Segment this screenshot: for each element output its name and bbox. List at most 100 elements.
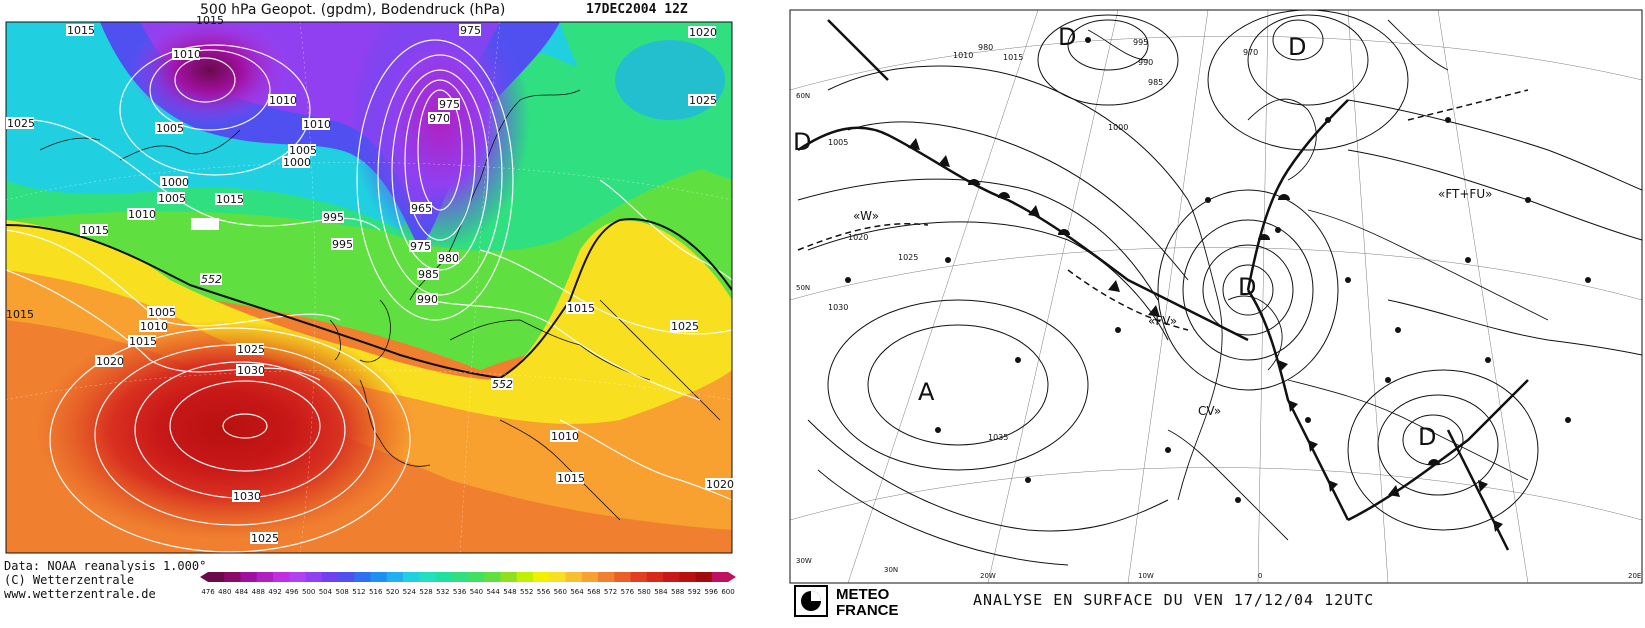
isobar-label: 975 bbox=[410, 240, 431, 253]
colorbar-tick-label: 488 bbox=[252, 588, 265, 596]
colorbar-tick-label: 476 bbox=[201, 588, 215, 596]
isobar-label: 1010 bbox=[140, 320, 168, 333]
isobar-label: 1005 bbox=[289, 144, 317, 157]
logo-line-1: METEO bbox=[836, 586, 890, 603]
map-date: 17DEC2004 12Z bbox=[586, 2, 688, 17]
isobar-label: 1015 bbox=[129, 335, 157, 348]
latitude-label: 30N bbox=[884, 566, 898, 574]
isobar-label: 995 bbox=[323, 211, 344, 224]
colorbar-swatch bbox=[516, 572, 534, 582]
longitude-label: 20W bbox=[980, 572, 996, 580]
isobar-label: 1010 bbox=[269, 94, 297, 107]
colorbar-swatch bbox=[484, 572, 501, 582]
colorbar-swatch bbox=[630, 572, 648, 582]
isobar-label: 1015 bbox=[557, 472, 585, 485]
low-pressure-label: D bbox=[1418, 423, 1436, 451]
isobar-label: 1015 bbox=[567, 302, 595, 315]
air-mass-label: «FV» bbox=[1148, 314, 1177, 328]
colorbar-tick-label: 588 bbox=[671, 588, 684, 596]
isobar-label: 995 bbox=[332, 238, 353, 251]
meteo-france-logo-icon bbox=[794, 585, 828, 617]
isobar-label: 1025 bbox=[898, 253, 918, 262]
logo-line-2: FRANCE bbox=[836, 602, 899, 619]
isobar-label: 1025 bbox=[251, 532, 279, 545]
colorbar-swatch bbox=[224, 572, 241, 582]
isobar-label: 552 bbox=[201, 273, 222, 286]
latitude-label: 60N bbox=[796, 92, 810, 100]
colorbar-tick-label: 568 bbox=[587, 588, 600, 596]
colorbar-swatch bbox=[451, 572, 469, 582]
isobar-label: 1005 bbox=[158, 192, 186, 205]
isobar-label: 995 bbox=[1133, 38, 1148, 47]
colorbar-swatch bbox=[663, 572, 680, 582]
colorbar-tick-label: 576 bbox=[621, 588, 635, 596]
colorbar-tick-label: 484 bbox=[235, 588, 249, 596]
isobar-label: 1015 bbox=[1003, 53, 1023, 62]
isobar-label: 1015 bbox=[67, 24, 95, 37]
air-mass-label: «W» bbox=[853, 209, 879, 223]
colorbar-tick-label: 548 bbox=[503, 588, 516, 596]
colorbar-swatch bbox=[565, 572, 583, 582]
isobar-label: 1000 bbox=[283, 156, 311, 169]
isobar-label: 1025 bbox=[237, 343, 265, 356]
isobar-label: 965 bbox=[411, 202, 432, 215]
colorbar-tick-label: 564 bbox=[570, 588, 584, 596]
isobar-label: 1005 bbox=[156, 122, 184, 135]
isobar-label: 552 bbox=[492, 378, 513, 391]
colorbar-swatch bbox=[581, 572, 599, 582]
colorbar-tick-label: 556 bbox=[537, 588, 551, 596]
isobar-label: 975 bbox=[439, 98, 460, 111]
isobar-label: 1020 bbox=[96, 355, 124, 368]
isobar-label: 970 bbox=[429, 112, 450, 125]
colorbar-swatch bbox=[500, 572, 518, 582]
isobar-label: 1015 bbox=[196, 14, 224, 27]
geopotential-map-panel: 500 hPa Geopot. (gpdm), Bodendruck (hPa)… bbox=[0, 0, 760, 628]
isobar-label: 1030 bbox=[828, 303, 848, 312]
colorbar-swatch bbox=[354, 572, 371, 582]
isobar-label: 1035 bbox=[988, 433, 1008, 442]
colorbar-swatch bbox=[208, 572, 225, 582]
meteo-france-logo: METEO FRANCE bbox=[794, 585, 914, 623]
isobar-label: 990 bbox=[417, 293, 438, 306]
colorbar-swatch bbox=[256, 572, 274, 582]
isobar-label: 1030 bbox=[233, 490, 261, 503]
colorbar-tick-label: 536 bbox=[453, 588, 467, 596]
isobar-label: 985 bbox=[1148, 78, 1163, 87]
credit-copyright: (C) Wetterzentrale bbox=[4, 573, 135, 587]
colorbar-tick-label: 516 bbox=[369, 588, 383, 596]
isobar-label: 1010 bbox=[953, 51, 973, 60]
colorbar-swatch bbox=[549, 572, 566, 582]
colorbar-swatch bbox=[240, 572, 258, 582]
isobar-label: 1020 bbox=[689, 26, 717, 39]
isobar-label: 1015 bbox=[81, 224, 109, 237]
colorbar-swatch bbox=[614, 572, 631, 582]
credit-url[interactable]: www.wetterzentrale.de bbox=[4, 587, 156, 601]
isobar-label: 1015 bbox=[6, 308, 34, 321]
longitude-label: 20E bbox=[1628, 572, 1641, 580]
credit-data: Data: NOAA reanalysis 1.000° bbox=[4, 559, 207, 573]
colorbar-swatch bbox=[598, 572, 615, 582]
isobar-label: 985 bbox=[418, 268, 439, 281]
colorbar-tick-label: 496 bbox=[285, 588, 299, 596]
colorbar-tick-label: 504 bbox=[319, 588, 333, 596]
colorbar-tick-label: 540 bbox=[470, 588, 483, 596]
surface-analysis-map: D D D D D A «W» «FV» «FT+FU» CV» 1015 10… bbox=[788, 0, 1645, 628]
colorbar-tick-label: 480 bbox=[218, 588, 231, 596]
surface-analysis-panel: D D D D D A «W» «FV» «FT+FU» CV» 1015 10… bbox=[788, 0, 1645, 628]
low-pressure-label: D bbox=[1058, 23, 1076, 51]
isobar-label: 1015 bbox=[216, 193, 244, 206]
air-mass-label: CV» bbox=[1198, 404, 1221, 418]
colorbar-swatch bbox=[370, 572, 388, 582]
colorbar-tick-label: 500 bbox=[302, 588, 315, 596]
colorbar-tick-label: 544 bbox=[486, 588, 500, 596]
colorbar-tick-label: 524 bbox=[403, 588, 417, 596]
isobar-label: 1010 bbox=[173, 48, 201, 61]
isobar-label: 1005 bbox=[828, 138, 848, 147]
isobar-label: 1030 bbox=[237, 364, 265, 377]
colorbar-tick-label: 572 bbox=[604, 588, 617, 596]
colorbar-swatch bbox=[419, 572, 436, 582]
isobar-label: 990 bbox=[1138, 58, 1153, 67]
colorbar-swatch bbox=[679, 572, 696, 582]
colorbar-right-arrow bbox=[728, 572, 736, 582]
longitude-label: 30W bbox=[796, 557, 812, 565]
